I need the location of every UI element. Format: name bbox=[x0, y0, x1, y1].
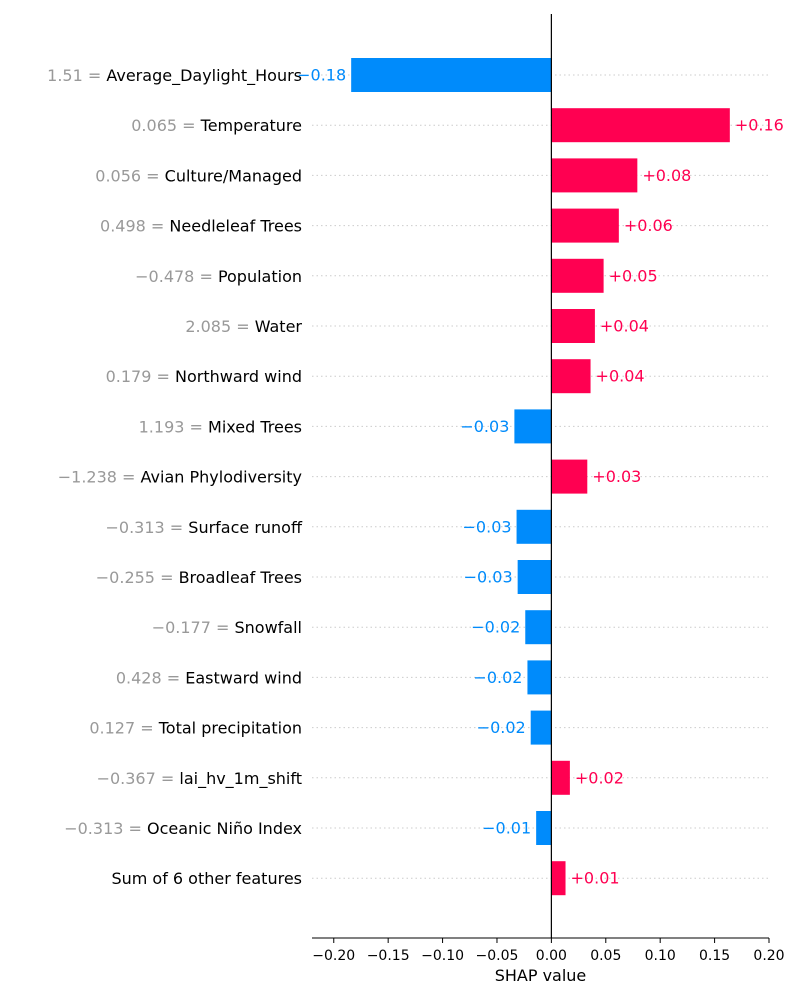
shap-bar bbox=[551, 258, 604, 293]
grid-lines bbox=[312, 74, 769, 879]
feature-name: Broadleaf Trees bbox=[179, 568, 302, 587]
feature-label: 0.065 = Temperature bbox=[131, 116, 302, 135]
bar-value-label: −0.02 bbox=[473, 668, 522, 687]
shap-bar bbox=[351, 58, 552, 92]
bar-value-label: −0.01 bbox=[482, 819, 531, 838]
shap-bar bbox=[551, 359, 591, 394]
bar-value-label: −0.02 bbox=[477, 718, 526, 737]
x-tick-label: −0.20 bbox=[312, 948, 355, 964]
feature-name: Sum of 6 other features bbox=[111, 869, 302, 888]
feature-name: Total precipitation bbox=[158, 719, 302, 738]
feature-name: lai_hv_1m_shift bbox=[179, 769, 302, 789]
x-tick-label: −0.05 bbox=[476, 948, 519, 964]
feature-value: 0.056 = bbox=[95, 166, 164, 185]
bars: −0.18 +0.16 +0.08 +0.06 +0.05 +0.04 +0.04 −0.03… bbox=[297, 58, 784, 896]
bar-value-label: +0.04 bbox=[600, 317, 649, 336]
bar-value-label: +0.04 bbox=[596, 367, 645, 386]
shap-bar bbox=[551, 309, 595, 343]
feature-label: Sum of 6 other features bbox=[111, 869, 302, 888]
feature-label: 1.193 = Mixed Trees bbox=[139, 417, 302, 436]
x-tick-label: −0.10 bbox=[421, 948, 464, 964]
bar-value-label: +0.05 bbox=[609, 266, 658, 285]
shap-bar bbox=[525, 610, 552, 645]
x-tick-label: 0.10 bbox=[645, 948, 676, 964]
shap-bar bbox=[551, 861, 566, 896]
feature-label: 0.127 = Total precipitation bbox=[89, 719, 302, 738]
feature-name: Snowfall bbox=[235, 618, 303, 637]
shap-bar bbox=[514, 409, 552, 444]
feature-labels: 1.51 = Average_Daylight_Hours 0.065 = Tem… bbox=[47, 66, 303, 888]
feature-value: −0.313 = bbox=[64, 819, 147, 838]
bar-value-label: −0.02 bbox=[471, 618, 520, 637]
bar-value-label: +0.01 bbox=[571, 869, 620, 888]
feature-name: Mixed Trees bbox=[208, 417, 302, 436]
feature-label: 0.428 = Eastward wind bbox=[116, 668, 302, 687]
shap-bar bbox=[551, 459, 588, 494]
feature-label: 0.056 = Culture/Managed bbox=[95, 166, 302, 185]
feature-label: −0.478 = Population bbox=[135, 267, 302, 286]
feature-value: 2.085 = bbox=[185, 317, 254, 336]
shap-bar bbox=[517, 560, 552, 594]
feature-value: −0.255 = bbox=[96, 568, 179, 587]
bar-value-label: +0.02 bbox=[575, 768, 624, 787]
feature-name: Average_Daylight_Hours bbox=[106, 66, 302, 86]
feature-label: −0.177 = Snowfall bbox=[152, 618, 302, 637]
x-tick-label: 0.05 bbox=[590, 948, 621, 964]
feature-label: 2.085 = Water bbox=[185, 317, 302, 336]
x-tick-label: −0.15 bbox=[367, 948, 410, 964]
x-axis-title: SHAP value bbox=[495, 966, 587, 985]
feature-value: 0.179 = bbox=[106, 367, 175, 386]
feature-label: −0.313 = Surface runoff bbox=[105, 518, 302, 537]
bar-value-label: +0.16 bbox=[735, 116, 784, 135]
feature-value: 1.51 = bbox=[47, 66, 106, 85]
bar-value-label: −0.18 bbox=[297, 66, 346, 85]
feature-label: −1.238 = Avian Phylodiversity bbox=[58, 468, 302, 487]
feature-name: Water bbox=[255, 317, 303, 336]
feature-label: −0.255 = Broadleaf Trees bbox=[96, 568, 302, 587]
feature-label: −0.313 = Oceanic Niño Index bbox=[64, 819, 302, 838]
x-axis: −0.20 −0.15 −0.10 −0.05 0.00 0.05 0.10 0.15 0.20 bbox=[312, 937, 785, 964]
x-tick-label: 0.00 bbox=[536, 948, 567, 964]
bar-value-label: −0.03 bbox=[463, 517, 512, 536]
bar-value-label: −0.03 bbox=[460, 417, 509, 436]
x-tick-label: 0.15 bbox=[699, 948, 730, 964]
feature-name: Population bbox=[218, 267, 302, 286]
shap-bar bbox=[527, 660, 552, 695]
shap-bar bbox=[551, 760, 570, 795]
x-tick-label: 0.20 bbox=[753, 948, 784, 964]
feature-value: −0.313 = bbox=[105, 518, 188, 537]
feature-value: 0.498 = bbox=[100, 217, 169, 236]
feature-value: 0.428 = bbox=[116, 668, 185, 687]
feature-value: −1.238 = bbox=[58, 468, 141, 487]
feature-label: 0.498 = Needleleaf Trees bbox=[100, 217, 302, 236]
feature-value: −0.367 = bbox=[97, 769, 180, 788]
feature-name: Oceanic Niño Index bbox=[147, 819, 302, 838]
feature-label: 1.51 = Average_Daylight_Hours bbox=[47, 66, 302, 86]
shap-bar bbox=[551, 208, 619, 243]
feature-value: −0.478 = bbox=[135, 267, 218, 286]
shap-bar bbox=[530, 710, 552, 745]
feature-name: Temperature bbox=[200, 116, 302, 135]
feature-value: 0.065 = bbox=[131, 116, 200, 135]
feature-name: Eastward wind bbox=[185, 668, 302, 687]
feature-name: Avian Phylodiversity bbox=[141, 468, 302, 487]
feature-value: −0.177 = bbox=[152, 618, 235, 637]
feature-value: 1.193 = bbox=[139, 417, 208, 436]
feature-label: 0.179 = Northward wind bbox=[106, 367, 302, 386]
feature-name: Needleleaf Trees bbox=[169, 217, 302, 236]
shap-bar bbox=[516, 509, 552, 544]
feature-value: 0.127 = bbox=[89, 719, 158, 738]
bar-value-label: +0.03 bbox=[592, 467, 641, 486]
feature-label: −0.367 = lai_hv_1m_shift bbox=[97, 769, 302, 789]
shap-bar bbox=[551, 158, 638, 193]
feature-name: Northward wind bbox=[175, 367, 302, 386]
shap-bar bbox=[536, 811, 552, 845]
bar-value-label: +0.08 bbox=[642, 166, 691, 185]
bar-value-label: −0.03 bbox=[464, 568, 513, 587]
feature-name: Surface runoff bbox=[188, 518, 303, 537]
feature-name: Culture/Managed bbox=[165, 166, 302, 185]
bar-value-label: +0.06 bbox=[624, 216, 673, 235]
shap-bar bbox=[551, 108, 730, 143]
